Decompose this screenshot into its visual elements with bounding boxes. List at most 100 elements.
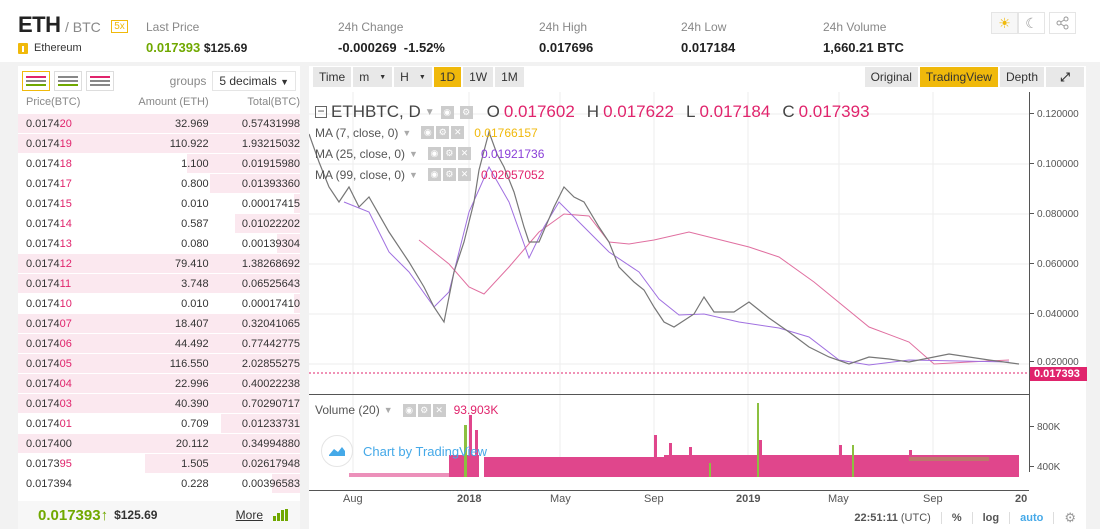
gear-icon[interactable]: ⚙ <box>442 147 456 160</box>
gear-icon[interactable]: ⚙ <box>459 105 473 119</box>
close-icon[interactable]: ✕ <box>457 168 471 181</box>
ask-rows: 0.017420 32.969 0.57431998 0.017419 110.922 1… <box>18 114 300 494</box>
order-book-row[interactable]: 0.017403 40.390 0.70290717 <box>18 394 300 414</box>
close-value: 0.017393 <box>798 102 870 121</box>
row-amount: 0.010 <box>181 197 209 210</box>
price-axis[interactable]: 0.120000 0.100000 0.080000 0.060000 0.04… <box>1029 92 1087 473</box>
eye-icon[interactable]: ◉ <box>427 147 441 160</box>
time-tick: Sep <box>644 493 664 505</box>
more-link[interactable]: More <box>235 508 263 522</box>
order-book-row[interactable]: 0.017411 3.748 0.06525643 <box>18 274 300 294</box>
interval-minutes-dropdown[interactable]: m ▼ <box>353 67 393 87</box>
row-total: 0.00139304 <box>241 237 300 250</box>
eye-icon[interactable]: ◉ <box>402 403 416 417</box>
row-price: 0.017413 <box>26 237 72 250</box>
close-icon[interactable]: ✕ <box>451 126 465 139</box>
volume-legend: Volume (20) ▼ ◉ ⚙ ✕ 93.903K <box>315 403 499 417</box>
row-amount: 0.010 <box>181 297 209 310</box>
share-button[interactable] <box>1049 12 1076 34</box>
row-amount: 40.390 <box>175 397 209 410</box>
tradingview-watermark[interactable]: Chart by TradingView <box>321 435 487 467</box>
interval-1m-button[interactable]: 1M <box>495 67 524 87</box>
footer-usd-price: $125.69 <box>114 508 158 522</box>
row-price: 0.017412 <box>26 257 72 270</box>
auto-scale-button[interactable]: auto <box>1020 512 1044 524</box>
order-book-row[interactable]: 0.017417 0.800 0.01393360 <box>18 174 300 194</box>
info-icon <box>18 42 28 54</box>
order-book-row[interactable]: 0.017413 0.080 0.00139304 <box>18 234 300 254</box>
symbol-label[interactable]: ETHBTC, D <box>331 102 421 121</box>
row-total: 0.01233731 <box>241 417 300 430</box>
arrow-up-icon: ↑ <box>100 506 109 524</box>
interval-1d-button[interactable]: 1D <box>433 67 462 87</box>
order-book-row[interactable]: 0.017400 20.112 0.34994880 <box>18 434 300 454</box>
row-total: 0.40022238 <box>241 377 300 390</box>
percent-scale-button[interactable]: % <box>951 512 962 524</box>
eye-icon[interactable]: ◉ <box>427 168 441 181</box>
time-tick: Sep <box>923 493 943 505</box>
order-book-row[interactable]: 0.017394 0.228 0.00396583 <box>18 474 300 494</box>
order-book-row[interactable]: 0.017418 1.100 0.01915980 <box>18 154 300 174</box>
order-book-row[interactable]: 0.017406 44.492 0.77442775 <box>18 334 300 354</box>
row-price: 0.017403 <box>26 397 72 410</box>
order-book: groups 5 decimals ▼ Price(BTC) Amount (E… <box>18 66 300 529</box>
price-tick: 0.120000 <box>1030 109 1079 120</box>
row-price: 0.017395 <box>26 457 72 470</box>
order-book-row[interactable]: 0.017404 22.996 0.40022238 <box>18 374 300 394</box>
eye-icon[interactable]: ◉ <box>421 126 435 139</box>
order-book-row[interactable]: 0.017419 110.922 1.93215032 <box>18 134 300 154</box>
view-both-button[interactable] <box>22 71 50 91</box>
order-book-row[interactable]: 0.017415 0.010 0.00017415 <box>18 194 300 214</box>
dark-theme-button[interactable]: ☾ <box>1018 12 1045 34</box>
fullscreen-button[interactable]: ⤢ <box>1046 67 1084 87</box>
row-price: 0.017400 <box>26 437 72 450</box>
view-tradingview-button[interactable]: TradingView <box>919 67 998 87</box>
order-book-row[interactable]: 0.017414 0.587 0.01022202 <box>18 214 300 234</box>
order-book-row[interactable]: 0.017405 116.550 2.02855275 <box>18 354 300 374</box>
row-amount: 79.410 <box>175 257 209 270</box>
time-tick: May <box>828 493 849 505</box>
volume-tick: 400K <box>1030 462 1060 473</box>
stat-24h-change: 24h Change -0.000269 -1.52% <box>338 20 445 55</box>
ma25-label: MA (25, close, 0) <box>315 146 406 161</box>
row-price: 0.017417 <box>26 177 72 190</box>
gear-icon[interactable]: ⚙ <box>417 403 431 417</box>
groups-select[interactable]: 5 decimals ▼ <box>212 71 296 91</box>
volume-pane[interactable]: Volume (20) ▼ ◉ ⚙ ✕ 93.903K Chart by Tradi <box>309 394 1029 478</box>
chart-toolbar: Time m ▼ H ▼ 1D 1W 1M Original TradingView… <box>309 66 1086 88</box>
current-price-tag: 0.017393 <box>1030 367 1087 381</box>
interval-1w-button[interactable]: 1W <box>463 67 494 87</box>
depth-bar <box>18 314 300 333</box>
view-depth-button[interactable]: Depth <box>999 67 1044 87</box>
settings-icon[interactable]: ⚙ <box>1064 510 1076 525</box>
close-icon[interactable]: ✕ <box>432 403 446 417</box>
order-book-row[interactable]: 0.017407 18.407 0.32041065 <box>18 314 300 334</box>
close-icon[interactable]: ✕ <box>457 147 471 160</box>
order-book-row[interactable]: 0.017412 79.410 1.38268692 <box>18 254 300 274</box>
sun-icon: ☀ <box>998 14 1011 31</box>
eye-icon[interactable]: ◉ <box>440 105 454 119</box>
depth-bar <box>18 114 300 133</box>
view-asks-button[interactable] <box>86 71 114 91</box>
leverage-badge[interactable]: 5x <box>111 20 128 33</box>
log-scale-button[interactable]: log <box>982 512 1000 524</box>
order-book-row[interactable]: 0.017410 0.010 0.00017410 <box>18 294 300 314</box>
view-original-button[interactable]: Original <box>864 67 918 87</box>
volume-value: 93.903K <box>453 403 499 417</box>
light-theme-button[interactable]: ☀ <box>991 12 1018 34</box>
groups-value: 5 decimals <box>219 74 277 88</box>
view-bids-button[interactable] <box>54 71 82 91</box>
high-label: H <box>586 102 600 121</box>
interval-hours-dropdown[interactable]: H ▼ <box>394 67 432 87</box>
row-amount: 0.228 <box>181 477 209 490</box>
order-book-row[interactable]: 0.017401 0.709 0.01233731 <box>18 414 300 434</box>
gear-icon[interactable]: ⚙ <box>442 168 456 181</box>
gear-icon[interactable]: ⚙ <box>436 126 450 139</box>
order-book-row[interactable]: 0.017420 32.969 0.57431998 <box>18 114 300 134</box>
collapse-icon[interactable]: − <box>315 105 327 118</box>
order-book-row[interactable]: 0.017395 1.505 0.02617948 <box>18 454 300 474</box>
volume-tick: 800K <box>1030 422 1060 433</box>
time-axis[interactable]: Aug 2018 May Sep 2019 May Sep 20 <box>309 490 1029 505</box>
coin-info-link[interactable]: Ethereum <box>18 42 82 54</box>
ma99-legend: MA (99, close, 0) ▼ ◉ ⚙ ✕ 0.02057052 <box>315 167 545 182</box>
